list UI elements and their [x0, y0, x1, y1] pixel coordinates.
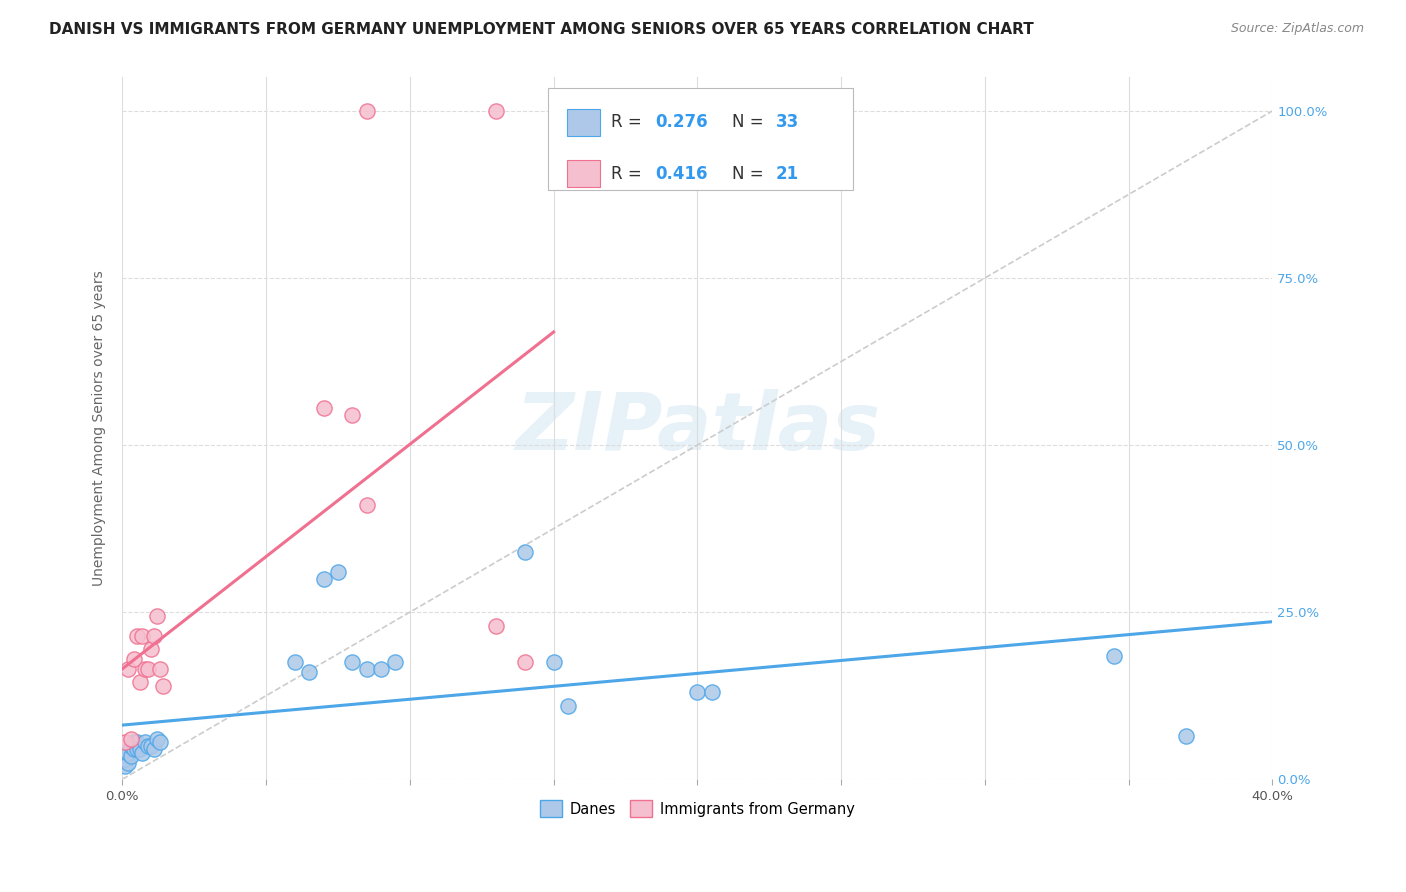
Point	[370, 662, 392, 676]
Point	[117, 662, 139, 676]
Point	[125, 629, 148, 643]
Point	[312, 572, 335, 586]
Point	[122, 652, 145, 666]
Point	[1104, 648, 1126, 663]
Point	[284, 655, 307, 669]
Text: DANISH VS IMMIGRANTS FROM GERMANY UNEMPLOYMENT AMONG SENIORS OVER 65 YEARS CORRE: DANISH VS IMMIGRANTS FROM GERMANY UNEMPL…	[49, 22, 1033, 37]
Point	[384, 655, 406, 669]
Point	[700, 685, 723, 699]
Point	[114, 759, 136, 773]
Text: N =: N =	[733, 113, 769, 131]
Point	[114, 735, 136, 749]
Point	[122, 742, 145, 756]
Point	[120, 739, 142, 753]
Point	[120, 748, 142, 763]
Text: 21: 21	[776, 165, 799, 183]
Point	[149, 662, 172, 676]
Point	[136, 739, 159, 753]
Point	[146, 732, 169, 747]
Point	[149, 735, 172, 749]
Point	[485, 618, 508, 632]
Point	[125, 735, 148, 749]
Point	[114, 752, 136, 766]
Point	[312, 401, 335, 416]
Point	[134, 662, 156, 676]
Point	[120, 732, 142, 747]
Point	[131, 629, 153, 643]
Point	[152, 679, 174, 693]
Point	[134, 735, 156, 749]
Point	[356, 662, 378, 676]
Point	[122, 735, 145, 749]
Point	[513, 545, 536, 559]
Point	[131, 746, 153, 760]
Point	[513, 655, 536, 669]
Point	[136, 662, 159, 676]
Point	[146, 608, 169, 623]
Y-axis label: Unemployment Among Seniors over 65 years: Unemployment Among Seniors over 65 years	[93, 270, 107, 586]
Point	[342, 655, 364, 669]
Point	[686, 685, 709, 699]
Text: 0.416: 0.416	[655, 165, 707, 183]
Point	[117, 756, 139, 770]
Point	[342, 408, 364, 422]
Point	[125, 742, 148, 756]
Text: 33: 33	[776, 113, 799, 131]
Point	[139, 739, 162, 753]
Point	[326, 565, 349, 579]
Text: R =: R =	[612, 113, 647, 131]
Point	[1175, 729, 1198, 743]
Point	[128, 742, 150, 756]
Text: R =: R =	[612, 165, 647, 183]
Text: ZIPatlas: ZIPatlas	[515, 389, 880, 467]
Point	[356, 103, 378, 118]
Point	[142, 742, 165, 756]
Point	[557, 698, 579, 713]
Legend: Danes, Immigrants from Germany: Danes, Immigrants from Germany	[533, 793, 862, 824]
Text: 0.276: 0.276	[655, 113, 707, 131]
Point	[128, 675, 150, 690]
Point	[485, 103, 508, 118]
Point	[142, 629, 165, 643]
Point	[117, 746, 139, 760]
Point	[356, 498, 378, 512]
Point	[139, 641, 162, 656]
FancyBboxPatch shape	[548, 88, 852, 190]
Point	[543, 655, 565, 669]
FancyBboxPatch shape	[568, 109, 599, 136]
Text: Source: ZipAtlas.com: Source: ZipAtlas.com	[1230, 22, 1364, 36]
Text: N =: N =	[733, 165, 769, 183]
Point	[298, 665, 321, 680]
FancyBboxPatch shape	[568, 161, 599, 187]
